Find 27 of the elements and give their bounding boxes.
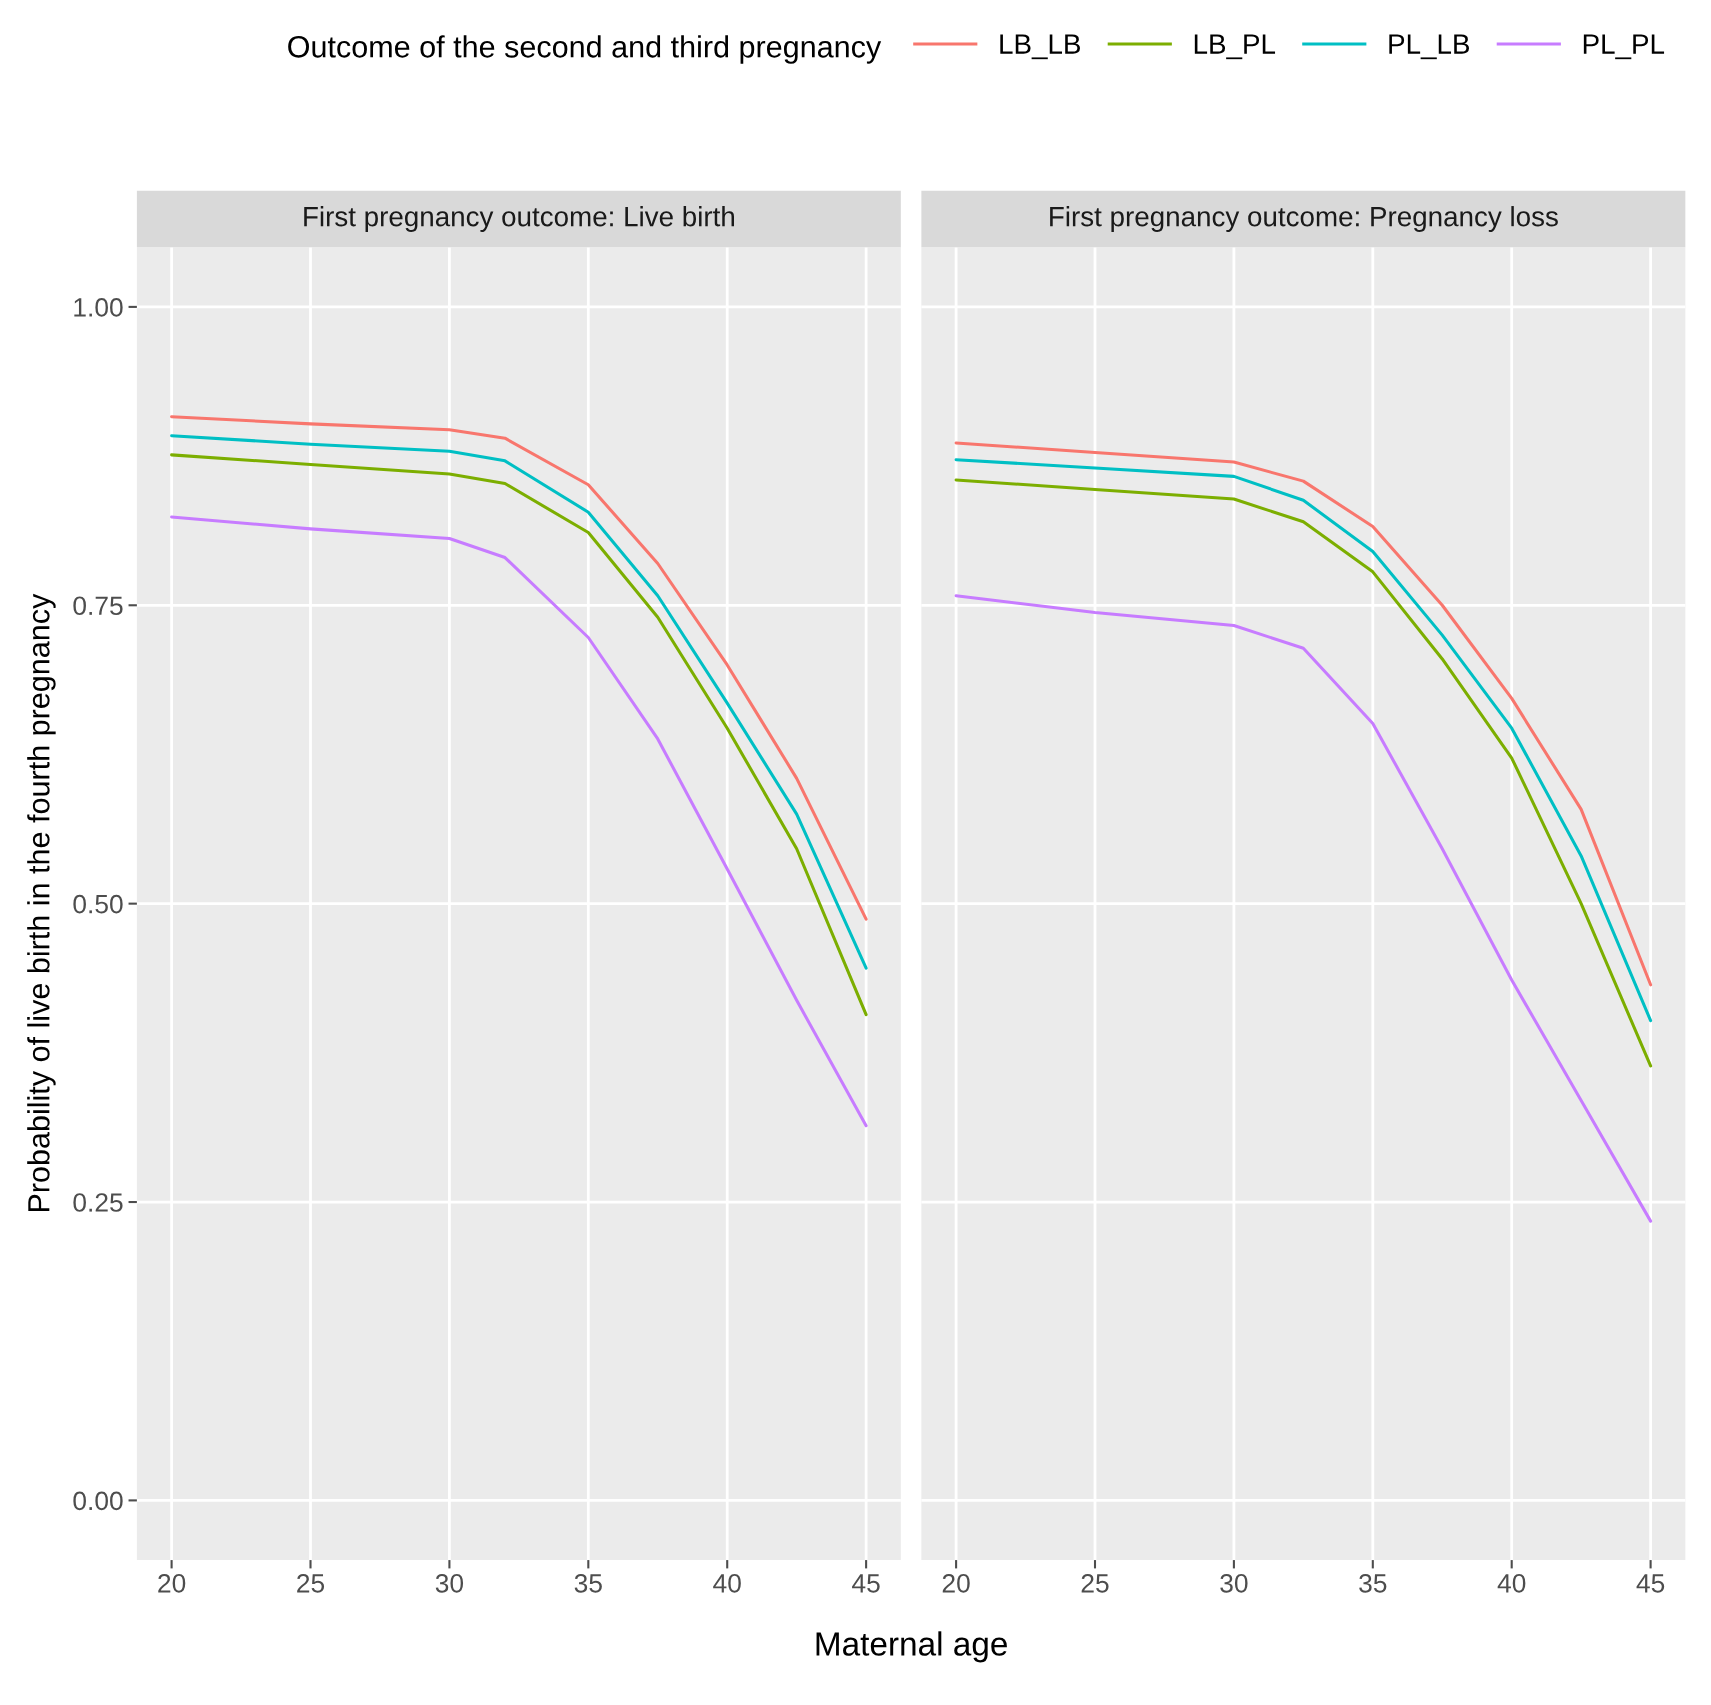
y-tick-label: 0.50 [73, 894, 123, 914]
chart-title: First pregnancy outcome: Live birth [304, 206, 734, 232]
y-tick-label: 0.75 [73, 596, 123, 616]
y-tick-label: 0.00 [73, 1491, 123, 1511]
x-tick-label: 20 [158, 1573, 186, 1593]
legend-title: Outcome of the second and third pregnancy [288, 35, 882, 64]
x-tick-label: 20 [942, 1573, 970, 1593]
x-tick-label: 35 [574, 1573, 602, 1593]
legend-label: PL_LB [1389, 34, 1470, 60]
legend-label: LB_LB [1000, 34, 1080, 60]
x-tick-label: 40 [1497, 1573, 1526, 1593]
x-tick-label: 45 [1636, 1574, 1665, 1593]
x-axis-title: Maternal age [816, 1631, 1007, 1663]
line-series [170, 515, 868, 1128]
x-tick-label: 25 [297, 1573, 325, 1593]
y-tick-label: 1.00 [74, 298, 123, 317]
chart-title: First pregnancy outcome: Pregnancy loss [1050, 206, 1558, 232]
y-tick-label: 0.25 [73, 1193, 123, 1212]
x-tick-label: 35 [1359, 1573, 1387, 1593]
x-tick-label: 25 [1081, 1573, 1109, 1593]
x-tick-label: 30 [1220, 1573, 1248, 1593]
legend-label: LB_PL [1194, 34, 1276, 60]
legend-label: PL_PL [1583, 34, 1665, 60]
x-tick-label: 45 [852, 1574, 880, 1593]
x-tick-label: 40 [713, 1573, 741, 1593]
x-tick-label: 30 [435, 1573, 464, 1593]
y-axis-title: Probability of live birth in the fourth pregnancy [27, 593, 56, 1212]
